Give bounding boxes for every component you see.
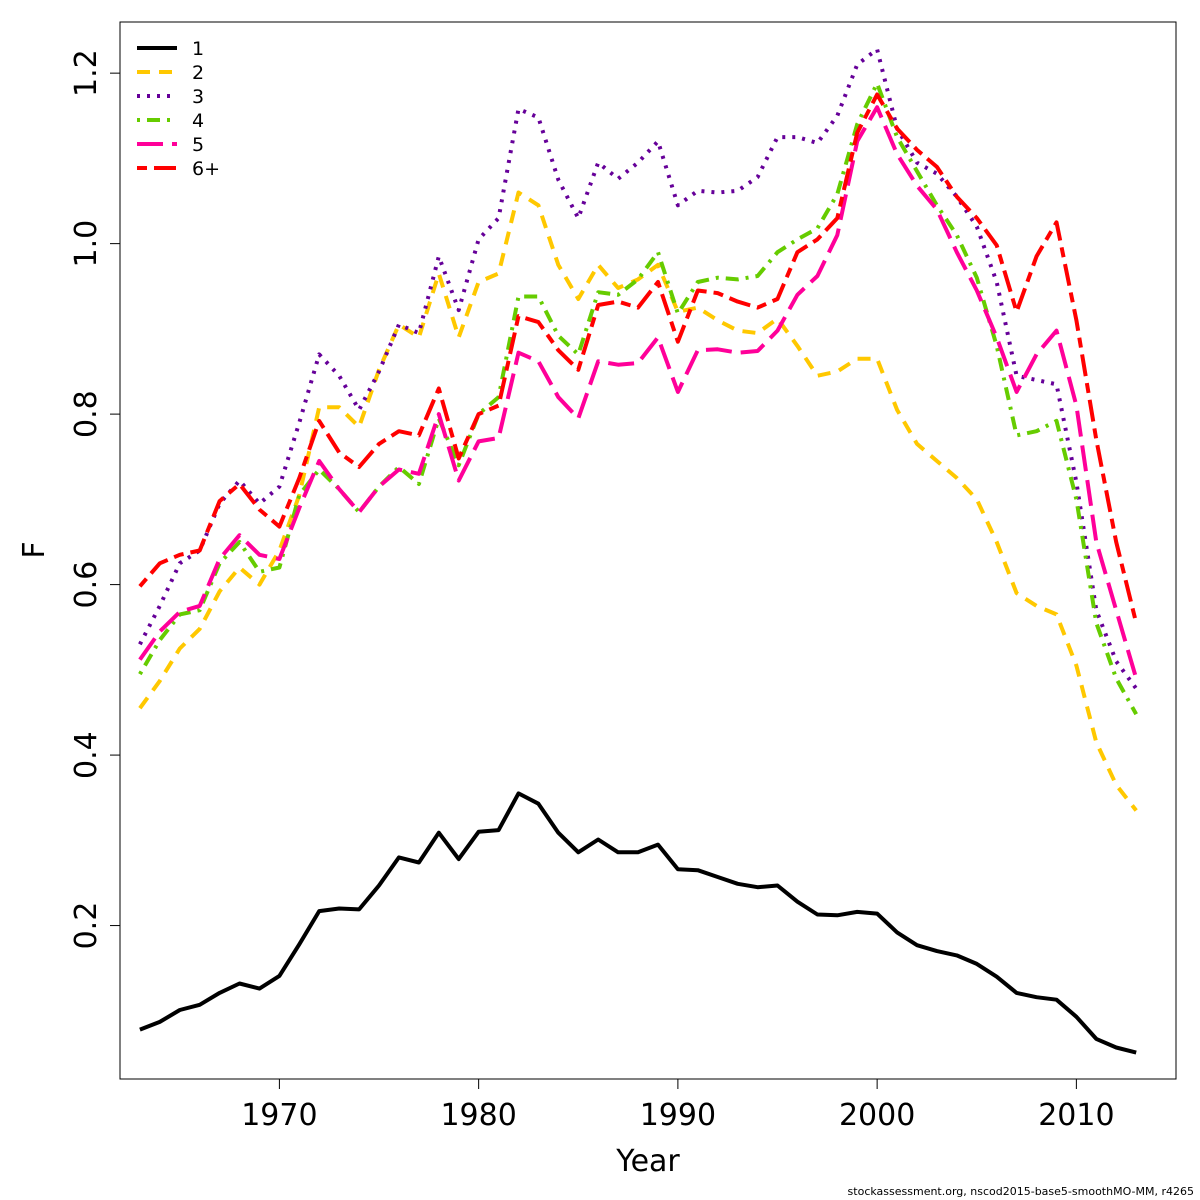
series-line-3 [138,47,1138,690]
series-line-1 [139,791,1137,1055]
y-axis-title: F [17,541,52,558]
series-line-2 [138,190,1138,812]
series-layer [138,47,1139,1055]
plot-frame [119,21,1177,1080]
x-axis-title: Year [615,1144,680,1179]
legend-label: 5 [192,134,204,156]
y-tick-label: 1.0 [69,220,104,268]
legend-label: 6+ [192,158,220,180]
legend-label: 3 [192,86,204,108]
series-line-6+ [138,92,1139,624]
series-line-5 [138,105,1139,679]
legend-label: 1 [192,38,204,60]
y-tick-label: 1.2 [69,49,104,97]
y-tick-label: 0.8 [69,390,104,438]
x-tick-label: 1980 [440,1098,516,1133]
x-tick-label: 2010 [1038,1098,1114,1133]
x-tick-label: 1990 [640,1098,716,1133]
series-line-4 [138,81,1138,716]
legend-label: 4 [192,110,204,132]
y-tick-label: 0.6 [69,561,104,609]
x-tick-label: 2000 [839,1098,915,1133]
credit-text: stockassessment.org, nscod2015-base5-smo… [847,1185,1194,1198]
legend-label: 2 [192,62,204,84]
x-tick-label: 1970 [241,1098,317,1133]
axes: 1970 1980 1990 2000 2010 0.2 0.4 0.6 0.8 1.0 1.2 [69,49,1115,1133]
y-tick-label: 0.2 [69,902,104,950]
y-tick-label: 0.4 [69,731,104,779]
